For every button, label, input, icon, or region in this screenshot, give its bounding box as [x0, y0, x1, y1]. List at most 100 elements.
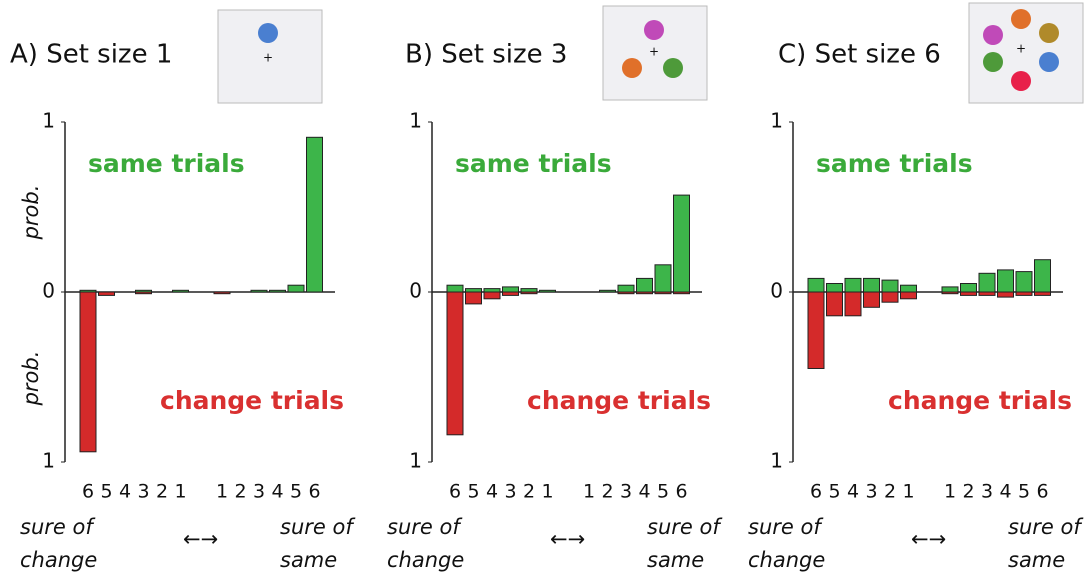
y-tick-label: 0 — [770, 279, 783, 303]
x-tick-label: 4 — [119, 481, 131, 503]
x-tick-label: 6 — [1036, 481, 1048, 503]
bar — [446, 284, 464, 293]
bar — [941, 286, 959, 293]
x-tick-label: 4 — [271, 481, 283, 503]
bar — [520, 291, 538, 295]
x-note: same — [647, 548, 704, 572]
panel-title: A) Set size 1 — [10, 40, 172, 70]
bar — [978, 272, 996, 293]
stimulus-thumbnail: + — [217, 9, 323, 104]
y-tick-label: 1 — [42, 109, 55, 133]
x-tick-label: 4 — [638, 481, 650, 503]
bar — [172, 289, 189, 293]
bar — [1034, 259, 1051, 293]
y-axis-label: prob. — [19, 351, 43, 407]
y-tick-label: 1 — [42, 449, 55, 473]
x-tick-label: 1 — [944, 481, 956, 503]
x-note: change — [387, 548, 464, 572]
series-note: same trials — [455, 149, 612, 178]
x-note: change — [20, 548, 97, 572]
x-tick-label: 2 — [601, 481, 613, 503]
x-note: sure of — [748, 515, 824, 539]
x-tick-label: 3 — [504, 481, 516, 503]
bar — [807, 291, 825, 369]
x-tick-label: 5 — [657, 481, 669, 503]
x-tick-label: 3 — [253, 481, 265, 503]
bar — [960, 283, 977, 293]
bar — [844, 277, 862, 293]
series-note: change trials — [160, 386, 344, 415]
series-note: change trials — [888, 386, 1072, 415]
x-tick-label: 6 — [675, 481, 687, 503]
panel-title: B) Set size 3 — [405, 40, 567, 70]
x-note: sure of — [387, 515, 463, 539]
bar — [826, 291, 843, 317]
bar — [306, 136, 323, 293]
bar — [636, 291, 653, 295]
bar — [807, 277, 825, 293]
bar — [617, 291, 635, 295]
x-tick-label: 3 — [981, 481, 993, 503]
bar — [465, 291, 482, 305]
bar — [978, 291, 996, 296]
y-tick-label: 1 — [409, 109, 422, 133]
y-tick-label: 1 — [770, 449, 783, 473]
bar — [250, 289, 268, 293]
x-tick-label: 5 — [1018, 481, 1030, 503]
y-tick-label: 1 — [770, 109, 783, 133]
x-tick-label: 1 — [902, 481, 914, 503]
bar — [79, 291, 97, 453]
x-tick-label: 5 — [100, 481, 112, 503]
bar — [826, 283, 843, 293]
bar — [881, 291, 899, 303]
bar — [844, 291, 862, 317]
bar — [1015, 291, 1033, 296]
x-tick-label: 1 — [583, 481, 595, 503]
panel-title: C) Set size 6 — [778, 40, 941, 70]
x-note: ←→ — [911, 527, 946, 551]
bar — [213, 291, 231, 295]
x-tick-label: 5 — [828, 481, 840, 503]
bar — [287, 284, 305, 293]
bar — [960, 291, 977, 296]
svg-text:+: + — [1016, 42, 1026, 56]
svg-text:+: + — [263, 51, 273, 65]
bar — [881, 279, 899, 293]
x-tick-label: 4 — [847, 481, 859, 503]
bar — [502, 291, 519, 296]
bar — [465, 288, 482, 293]
stimulus-thumbnail: + — [602, 5, 708, 101]
bar — [539, 289, 556, 293]
bar — [654, 291, 672, 295]
series-note: same trials — [816, 149, 973, 178]
x-tick-label: 6 — [82, 481, 94, 503]
bar — [483, 291, 501, 300]
bar — [1015, 271, 1033, 293]
bar — [599, 289, 616, 293]
bar — [617, 284, 635, 293]
bar — [863, 277, 880, 293]
bar — [997, 291, 1014, 298]
x-tick-label: 3 — [620, 481, 632, 503]
bar — [673, 291, 690, 295]
x-note: same — [1008, 548, 1065, 572]
x-tick-label: 6 — [308, 481, 320, 503]
bar — [673, 194, 690, 293]
y-axis-label: prob. — [19, 185, 43, 241]
x-note: sure of — [1008, 515, 1084, 539]
bar — [98, 291, 115, 296]
x-tick-label: 1 — [174, 481, 186, 503]
x-tick-label: 5 — [290, 481, 302, 503]
bar — [483, 288, 501, 293]
x-tick-label: 2 — [234, 481, 246, 503]
bar — [654, 264, 672, 293]
bar — [1034, 291, 1051, 296]
x-tick-label: 3 — [137, 481, 149, 503]
bar — [520, 288, 538, 293]
y-tick-label: 0 — [409, 279, 422, 303]
y-tick-label: 0 — [42, 279, 55, 303]
x-tick-label: 2 — [523, 481, 535, 503]
x-note: sure of — [280, 515, 356, 539]
bar — [900, 284, 917, 293]
bar — [446, 291, 464, 436]
